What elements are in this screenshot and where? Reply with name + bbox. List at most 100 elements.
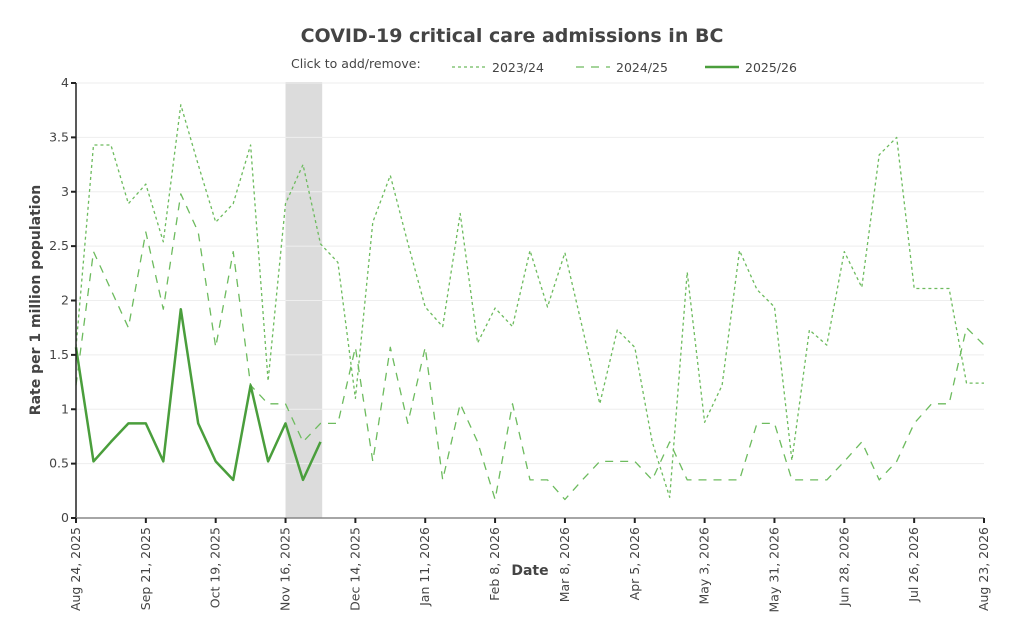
data-point-2024-25[interactable]: [474, 438, 482, 446]
data-point-2023-24[interactable]: [456, 210, 464, 218]
legend-item-2024-25[interactable]: 2024/25: [576, 60, 668, 75]
data-point-2024-25[interactable]: [351, 343, 359, 351]
data-point-2024-25[interactable]: [526, 476, 534, 484]
data-point-2023-24[interactable]: [701, 418, 709, 426]
data-point-2025-26[interactable]: [229, 476, 237, 484]
data-point-2023-24[interactable]: [386, 171, 394, 179]
data-point-2023-24[interactable]: [264, 377, 272, 385]
data-point-2024-25[interactable]: [124, 324, 132, 332]
data-point-2024-25[interactable]: [142, 228, 150, 236]
data-point-2023-24[interactable]: [89, 141, 97, 149]
data-point-2025-26[interactable]: [177, 305, 185, 313]
data-point-2023-24[interactable]: [928, 285, 936, 293]
data-point-2023-24[interactable]: [858, 283, 866, 291]
data-point-2023-24[interactable]: [159, 238, 167, 246]
data-point-2024-25[interactable]: [875, 476, 883, 484]
data-point-2023-24[interactable]: [945, 285, 953, 293]
data-point-2023-24[interactable]: [718, 381, 726, 389]
data-point-2024-25[interactable]: [491, 496, 499, 504]
data-point-2023-24[interactable]: [142, 180, 150, 188]
data-point-2024-25[interactable]: [509, 400, 517, 408]
data-point-2025-26[interactable]: [89, 457, 97, 465]
data-point-2024-25[interactable]: [578, 476, 586, 484]
data-point-2024-25[interactable]: [893, 457, 901, 465]
data-point-2024-25[interactable]: [648, 476, 656, 484]
data-point-2023-24[interactable]: [980, 379, 988, 387]
data-point-2023-24[interactable]: [840, 248, 848, 256]
data-point-2023-24[interactable]: [526, 246, 534, 254]
data-point-2023-24[interactable]: [107, 141, 115, 149]
data-point-2023-24[interactable]: [351, 394, 359, 402]
data-point-2023-24[interactable]: [299, 161, 307, 169]
data-point-2024-25[interactable]: [945, 400, 953, 408]
data-point-2023-24[interactable]: [963, 379, 971, 387]
data-point-2024-25[interactable]: [212, 343, 220, 351]
data-point-2025-26[interactable]: [159, 457, 167, 465]
data-point-2024-25[interactable]: [858, 438, 866, 446]
data-point-2024-25[interactable]: [107, 286, 115, 294]
data-point-2023-24[interactable]: [194, 161, 202, 169]
data-point-2023-24[interactable]: [491, 304, 499, 312]
data-point-2024-25[interactable]: [561, 496, 569, 504]
data-point-2024-25[interactable]: [229, 248, 237, 256]
data-point-2024-25[interactable]: [823, 476, 831, 484]
data-point-2024-25[interactable]: [386, 343, 394, 351]
data-point-2023-24[interactable]: [334, 258, 342, 266]
data-point-2023-24[interactable]: [247, 141, 255, 149]
data-point-2025-26[interactable]: [124, 419, 132, 427]
data-point-2024-25[interactable]: [701, 476, 709, 484]
data-point-2023-24[interactable]: [578, 324, 586, 332]
data-point-2024-25[interactable]: [421, 343, 429, 351]
data-point-2023-24[interactable]: [788, 456, 796, 464]
data-point-2024-25[interactable]: [439, 476, 447, 484]
data-point-2023-24[interactable]: [683, 268, 691, 276]
data-point-2024-25[interactable]: [683, 476, 691, 484]
data-point-2025-26[interactable]: [316, 438, 324, 446]
data-point-2023-24[interactable]: [666, 493, 674, 501]
data-point-2025-26[interactable]: [194, 419, 202, 427]
data-point-2024-25[interactable]: [456, 400, 464, 408]
data-point-2023-24[interactable]: [421, 303, 429, 311]
data-point-2023-24[interactable]: [736, 246, 744, 254]
data-point-2023-24[interactable]: [124, 200, 132, 208]
legend-item-2025-26[interactable]: 2025/26: [705, 60, 797, 75]
data-point-2023-24[interactable]: [282, 200, 290, 208]
data-point-2024-25[interactable]: [404, 419, 412, 427]
data-point-2024-25[interactable]: [631, 457, 639, 465]
data-point-2024-25[interactable]: [194, 228, 202, 236]
data-point-2024-25[interactable]: [963, 324, 971, 332]
data-point-2023-24[interactable]: [631, 343, 639, 351]
data-point-2025-26[interactable]: [212, 457, 220, 465]
data-point-2025-26[interactable]: [264, 457, 272, 465]
data-point-2024-25[interactable]: [666, 438, 674, 446]
legend-item-2023-24[interactable]: 2023/24: [452, 60, 544, 75]
data-point-2023-24[interactable]: [404, 239, 412, 247]
data-point-2024-25[interactable]: [613, 457, 621, 465]
data-point-2023-24[interactable]: [648, 438, 656, 446]
data-point-2023-24[interactable]: [229, 200, 237, 208]
data-point-2023-24[interactable]: [893, 133, 901, 141]
data-point-2023-24[interactable]: [212, 218, 220, 226]
data-point-2024-25[interactable]: [177, 190, 185, 198]
data-point-2024-25[interactable]: [910, 419, 918, 427]
data-point-2024-25[interactable]: [316, 419, 324, 427]
data-point-2023-24[interactable]: [509, 323, 517, 331]
data-point-2023-24[interactable]: [910, 285, 918, 293]
data-point-2024-25[interactable]: [159, 305, 167, 313]
data-point-2023-24[interactable]: [439, 323, 447, 331]
data-point-2023-24[interactable]: [805, 326, 813, 334]
data-point-2023-24[interactable]: [177, 101, 185, 109]
data-point-2023-24[interactable]: [474, 339, 482, 347]
data-point-2024-25[interactable]: [89, 248, 97, 256]
data-point-2023-24[interactable]: [875, 151, 883, 159]
data-point-2024-25[interactable]: [264, 400, 272, 408]
data-point-2025-26[interactable]: [142, 419, 150, 427]
data-point-2024-25[interactable]: [788, 476, 796, 484]
data-point-2023-24[interactable]: [561, 249, 569, 257]
data-point-2025-26[interactable]: [107, 438, 115, 446]
data-point-2025-26[interactable]: [247, 381, 255, 389]
data-point-2024-25[interactable]: [282, 400, 290, 408]
data-point-2023-24[interactable]: [316, 240, 324, 248]
data-point-2023-24[interactable]: [753, 286, 761, 294]
data-point-2023-24[interactable]: [596, 400, 604, 408]
